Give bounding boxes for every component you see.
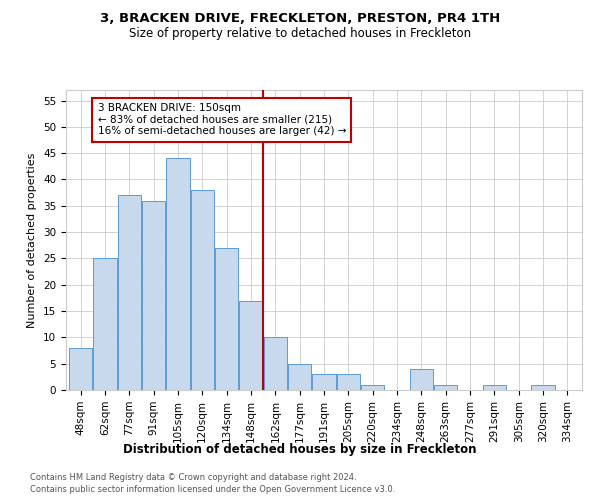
Bar [166,158,190,390]
Y-axis label: Number of detached properties: Number of detached properties [28,152,37,328]
Text: Contains HM Land Registry data © Crown copyright and database right 2024.: Contains HM Land Registry data © Crown c… [30,472,356,482]
Text: 3, BRACKEN DRIVE, FRECKLETON, PRESTON, PR4 1TH: 3, BRACKEN DRIVE, FRECKLETON, PRESTON, P… [100,12,500,26]
Bar [264,338,287,390]
Bar [361,384,384,390]
Bar [215,248,238,390]
Bar [313,374,335,390]
Bar [410,369,433,390]
Bar [118,196,141,390]
Bar [191,190,214,390]
Bar [288,364,311,390]
Bar [142,200,165,390]
Bar [532,384,554,390]
Text: 3 BRACKEN DRIVE: 150sqm
← 83% of detached houses are smaller (215)
16% of semi-d: 3 BRACKEN DRIVE: 150sqm ← 83% of detache… [98,103,346,136]
Bar [69,348,92,390]
Bar [337,374,360,390]
Text: Size of property relative to detached houses in Freckleton: Size of property relative to detached ho… [129,28,471,40]
Bar [434,384,457,390]
Text: Contains public sector information licensed under the Open Government Licence v3: Contains public sector information licen… [30,485,395,494]
Bar [239,300,263,390]
Text: Distribution of detached houses by size in Freckleton: Distribution of detached houses by size … [123,442,477,456]
Bar [483,384,506,390]
Bar [94,258,116,390]
